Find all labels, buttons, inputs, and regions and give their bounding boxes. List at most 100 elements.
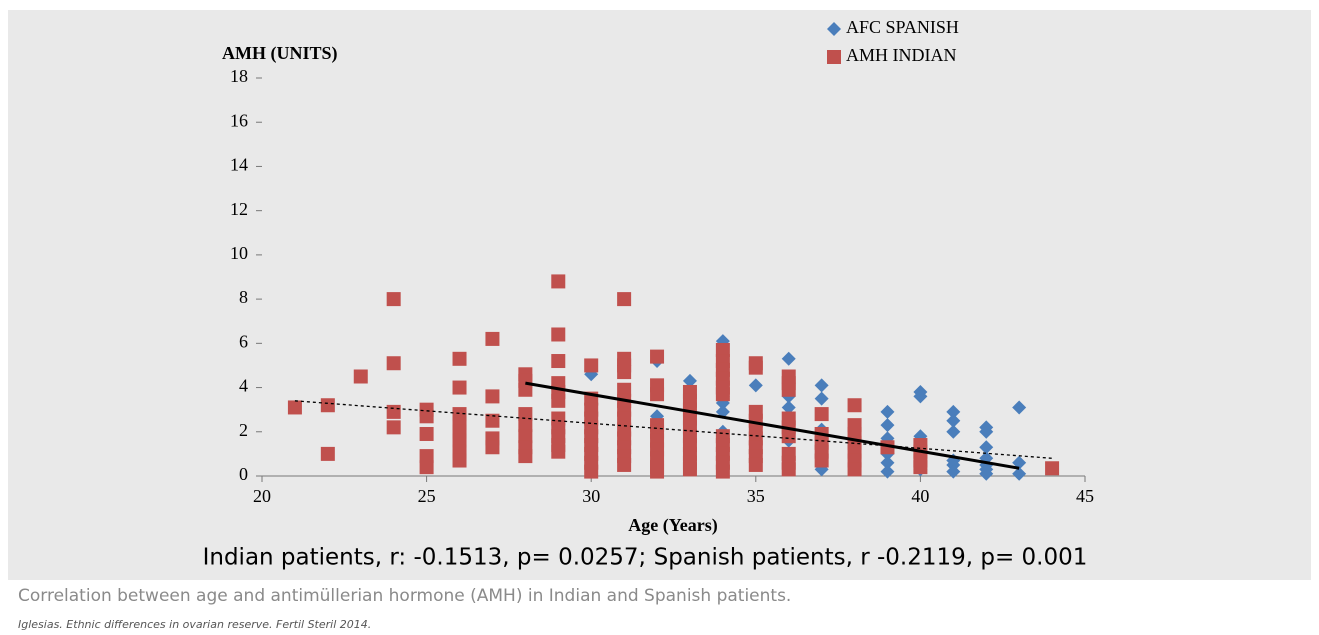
y-tick-label: 18 xyxy=(230,66,248,86)
y-tick-label: 4 xyxy=(239,376,248,396)
point xyxy=(485,413,500,428)
point xyxy=(584,464,599,479)
legend-marker xyxy=(827,50,841,64)
point xyxy=(715,464,730,479)
x-tick-label: 25 xyxy=(418,486,436,506)
point xyxy=(551,444,566,459)
point xyxy=(320,446,335,461)
point xyxy=(419,460,434,475)
y-tick-label: 16 xyxy=(230,110,248,130)
point xyxy=(781,400,796,415)
point xyxy=(1012,466,1027,481)
point xyxy=(715,387,730,402)
point xyxy=(551,393,566,408)
point xyxy=(880,418,895,433)
point xyxy=(814,407,829,422)
point xyxy=(781,351,796,366)
point xyxy=(452,433,467,448)
point xyxy=(617,365,632,380)
point xyxy=(946,424,961,439)
point xyxy=(386,404,401,419)
point xyxy=(880,404,895,419)
point xyxy=(419,449,434,464)
point xyxy=(682,373,697,388)
point xyxy=(386,420,401,435)
point xyxy=(880,464,895,479)
legend-label: AFC SPANISH xyxy=(846,17,959,37)
chart: AMH (UNITS) Age (Years) Indian patients,… xyxy=(203,17,1094,571)
point xyxy=(847,398,862,413)
point xyxy=(452,453,467,468)
point xyxy=(814,391,829,406)
y-tick-label: 10 xyxy=(230,243,248,263)
point xyxy=(913,460,928,475)
point xyxy=(682,462,697,477)
point xyxy=(946,413,961,428)
point xyxy=(320,398,335,413)
point xyxy=(518,449,533,464)
point xyxy=(979,424,994,439)
point xyxy=(1045,461,1060,476)
y-tick-label: 14 xyxy=(230,155,248,175)
point xyxy=(485,331,500,346)
point xyxy=(551,274,566,289)
point xyxy=(518,382,533,397)
point xyxy=(814,453,829,468)
point xyxy=(650,349,665,364)
point xyxy=(880,455,895,470)
point xyxy=(485,440,500,455)
point xyxy=(781,429,796,444)
point xyxy=(617,411,632,426)
point xyxy=(419,426,434,441)
chart-subtitle: Indian patients, r: -0.1513, p= 0.0257; … xyxy=(203,545,1088,571)
x-tick-label: 30 xyxy=(582,486,600,506)
figure-panel xyxy=(8,10,1311,580)
point xyxy=(617,457,632,472)
point xyxy=(748,457,763,472)
y-tick-label: 2 xyxy=(239,420,248,440)
x-axis-title: Age (Years) xyxy=(628,515,717,536)
point xyxy=(386,356,401,371)
point xyxy=(518,418,533,433)
figure-source: Iglesias. Ethnic differences in ovarian … xyxy=(18,618,372,631)
y-axis-title: AMH (UNITS) xyxy=(222,43,338,64)
point xyxy=(979,466,994,481)
point xyxy=(748,378,763,393)
x-tick-label: 20 xyxy=(253,486,271,506)
y-tick-label: 0 xyxy=(239,464,248,484)
point xyxy=(650,387,665,402)
legend-marker xyxy=(827,22,841,36)
point xyxy=(814,378,829,393)
y-tick-label: 6 xyxy=(239,331,248,351)
point xyxy=(287,400,302,415)
y-tick-label: 8 xyxy=(239,287,248,307)
point xyxy=(847,462,862,477)
point xyxy=(715,342,730,357)
point xyxy=(617,292,632,307)
x-tick-label: 35 xyxy=(747,486,765,506)
x-tick-label: 45 xyxy=(1076,486,1094,506)
point xyxy=(781,462,796,477)
point xyxy=(551,354,566,369)
figure-caption: Correlation between age and antimülleria… xyxy=(18,586,792,606)
point xyxy=(617,382,632,397)
point xyxy=(946,404,961,419)
point xyxy=(353,369,368,384)
point xyxy=(584,358,599,373)
point xyxy=(551,327,566,342)
point xyxy=(452,351,467,366)
x-tick-label: 40 xyxy=(911,486,929,506)
trendline xyxy=(294,400,1053,459)
point xyxy=(979,440,994,455)
point xyxy=(485,389,500,404)
legend-label: AMH INDIAN xyxy=(846,45,957,65)
point xyxy=(386,292,401,307)
point xyxy=(748,360,763,375)
point xyxy=(781,382,796,397)
point xyxy=(518,429,533,444)
point xyxy=(946,464,961,479)
point xyxy=(650,464,665,479)
point xyxy=(1012,400,1027,415)
y-tick-label: 12 xyxy=(230,199,248,219)
